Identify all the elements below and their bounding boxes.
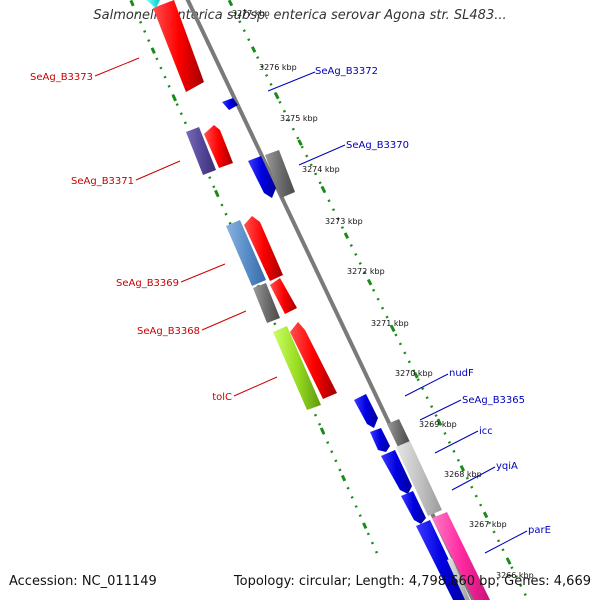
gene-label-forward[interactable]: yqiA — [496, 461, 518, 472]
reverse-genes — [146, 0, 337, 410]
gene-label-reverse[interactable]: SeAg_B3371 — [71, 176, 134, 187]
gene-B3369-steel — [226, 220, 266, 286]
scale-label: 3273 kbp — [325, 217, 363, 226]
scale-label: 3266 kbp — [496, 571, 534, 580]
tick-mark — [506, 558, 512, 565]
gene-forward-B3365 — [370, 428, 390, 452]
tick-mark — [150, 47, 156, 54]
gene-forward-B3370 — [248, 156, 276, 198]
scale-label: 3271 kbp — [371, 319, 409, 328]
gene-label-forward[interactable]: SeAg_B3372 — [315, 66, 378, 77]
tick-mark — [297, 139, 303, 146]
gene-forward-yqiA — [401, 491, 426, 524]
gene-reverse-small-cyan — [146, 0, 160, 8]
scale-label: 3269 kbp — [419, 420, 457, 429]
gene-forward-nudF — [354, 394, 378, 428]
tick-mark — [413, 371, 419, 379]
scale-label: 3274 kbp — [302, 165, 340, 174]
gene-icc-lightgray — [396, 441, 442, 516]
tick-mark — [320, 185, 326, 193]
gene-forward-small — [222, 98, 238, 110]
gene-reverse-B3368 — [270, 278, 297, 314]
tick-mark — [171, 94, 177, 102]
tick-mark — [319, 427, 326, 435]
gene-label-reverse[interactable]: SeAg_B3369 — [116, 278, 179, 289]
gene-label-forward[interactable]: SeAg_B3365 — [462, 395, 525, 406]
gene-B3371-purple — [186, 127, 216, 175]
accession-label: Accession: NC_011149 — [9, 574, 157, 589]
gene-label-reverse[interactable]: tolC — [212, 392, 232, 403]
scale-label: 3267 kbp — [469, 520, 507, 529]
gene-reverse-tolC — [290, 322, 337, 399]
tick-mark — [390, 325, 396, 333]
topology-label: Topology: circular; Length: 4,798,660 bp… — [233, 574, 591, 589]
tick-mark — [343, 232, 350, 240]
gene-label-reverse[interactable]: SeAg_B3373 — [30, 72, 93, 83]
scale-labels: 3277 kbp 3276 kbp 3275 kbp 3274 kbp 3273… — [232, 9, 534, 580]
gene-parE-pink — [432, 512, 490, 600]
gene-label-forward[interactable]: icc — [479, 426, 493, 437]
forward-gene-labels: SeAg_B3372 SeAg_B3370 nudF SeAg_B3365 ic… — [267, 66, 551, 554]
tick-mark — [129, 0, 135, 7]
tick-mark — [250, 46, 257, 53]
scale-label: 3272 kbp — [347, 267, 385, 276]
gene-parE-lightgray — [447, 558, 470, 600]
tick-mark — [214, 189, 220, 197]
gene-B3370-gray — [265, 150, 295, 198]
tick-mark — [340, 474, 347, 482]
gene-label-reverse[interactable]: SeAg_B3368 — [137, 326, 200, 337]
scale-label: 3270 kbp — [395, 369, 433, 378]
tick-mark — [274, 92, 280, 100]
gene-B3365-gray — [387, 419, 410, 447]
gene-forward-icc — [381, 450, 412, 494]
gene-reverse-B3373 — [153, 0, 204, 92]
tick-mark — [482, 511, 489, 519]
tick-mark — [366, 278, 373, 286]
gene-reverse-B3371 — [204, 125, 233, 168]
gene-reverse-B3369 — [244, 216, 283, 281]
gene-label-forward[interactable]: SeAg_B3370 — [346, 140, 409, 151]
gene-B3368-gray — [253, 283, 280, 323]
tick-mark — [362, 522, 368, 530]
scale-label: 3276 kbp — [259, 63, 297, 72]
gene-label-forward[interactable]: nudF — [449, 368, 474, 379]
gene-label-forward[interactable]: parE — [528, 525, 551, 536]
tick-mark — [459, 465, 466, 472]
forward-genes — [222, 98, 490, 600]
reverse-gene-labels: SeAg_B3373 SeAg_B3371 SeAg_B3369 SeAg_B3… — [30, 57, 278, 403]
scale-label: 3277 kbp — [232, 9, 270, 18]
gene-tolC-lime — [273, 326, 321, 410]
tick-mark — [227, 0, 234, 7]
gene-forward-parE — [416, 520, 468, 600]
scale-label: 3275 kbp — [280, 114, 318, 123]
scale-label: 3268 kbp — [444, 470, 482, 479]
tick-mark — [436, 418, 442, 426]
tick-marks-right — [227, 0, 512, 565]
